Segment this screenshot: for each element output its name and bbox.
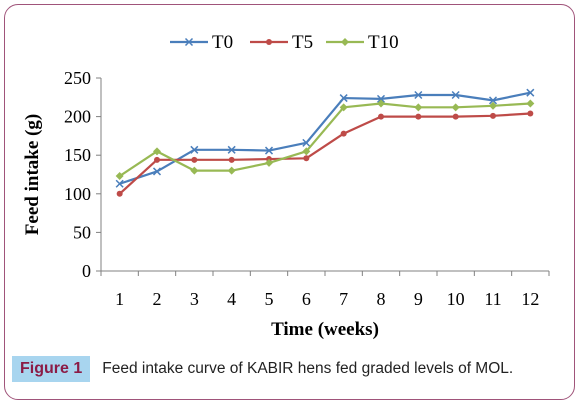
data-point-t5 [378, 113, 384, 120]
data-point-t0 [376, 94, 386, 103]
data-point-t5 [527, 110, 534, 117]
legend-item-t10: T10 [326, 32, 399, 53]
x-tick-label: 4 [227, 289, 236, 309]
legend-marker-t5 [266, 39, 272, 45]
data-point-t10 [227, 166, 236, 175]
legend-label-t0: T0 [212, 32, 233, 53]
data-point-t5 [228, 156, 235, 163]
x-tick-label: 9 [414, 289, 423, 309]
data-point-t0 [264, 146, 274, 155]
data-point-t0 [227, 145, 236, 154]
x-tick-label: 12 [521, 289, 539, 309]
x-tick-label: 3 [190, 289, 199, 309]
x-tick-label: 2 [153, 289, 162, 309]
legend-item-t0: T0 [170, 32, 233, 53]
x-tick-label: 7 [339, 289, 348, 309]
data-point-t5 [116, 190, 123, 197]
legend-item-t5: T5 [250, 32, 313, 53]
y-axis-title: Feed intake (g) [22, 114, 43, 235]
figure-caption: Figure 1 Feed intake curve of KABIR hens… [12, 356, 513, 382]
data-point-t0 [115, 179, 124, 188]
data-point-t0 [190, 145, 199, 154]
data-point-t10 [302, 147, 311, 156]
data-point-t5 [415, 113, 422, 120]
data-point-t5 [490, 112, 496, 119]
data-point-t0 [526, 88, 535, 97]
x-tick-label: 8 [377, 289, 386, 309]
y-tick-label: 250 [64, 68, 91, 88]
data-point-t10 [377, 99, 385, 108]
data-point-t0 [302, 138, 311, 147]
figure-frame [4, 4, 575, 400]
data-point-t0 [451, 90, 460, 100]
data-point-t5 [340, 130, 347, 137]
series-line-t5 [118, 112, 531, 195]
data-point-t5 [452, 113, 459, 120]
figure-label: Figure 1 [12, 356, 91, 382]
data-point-t0 [152, 167, 162, 176]
series-line-t10 [119, 102, 531, 177]
legend-label-t5: T5 [292, 32, 313, 53]
y-tick-label: 0 [82, 261, 91, 281]
y-tick-label: 100 [64, 184, 91, 204]
legend-marker-t10 [341, 38, 349, 46]
data-point-t10 [339, 103, 348, 112]
x-tick-label: 5 [265, 289, 274, 309]
data-point-t0 [339, 94, 348, 103]
data-point-t10 [153, 147, 161, 156]
x-tick-label: 6 [302, 289, 311, 309]
data-point-t10 [190, 166, 199, 175]
legend-marker-t0 [184, 37, 194, 47]
y-tick-label: 150 [64, 145, 91, 165]
data-point-t5 [303, 155, 310, 162]
data-point-t10 [489, 101, 497, 110]
data-point-t10 [115, 172, 124, 181]
x-tick-label: 1 [115, 289, 124, 309]
data-point-t5 [154, 156, 160, 163]
data-point-t10 [526, 99, 535, 108]
y-tick-label: 200 [64, 107, 91, 127]
legend-label-t10: T10 [368, 32, 399, 53]
data-point-t10 [265, 158, 273, 167]
x-tick-label: 10 [447, 289, 465, 309]
y-tick-label: 50 [73, 222, 91, 242]
data-point-t0 [414, 90, 423, 100]
data-point-t5 [191, 156, 198, 163]
data-point-t0 [488, 96, 498, 105]
series-line-t0 [119, 91, 531, 185]
data-point-t10 [414, 103, 423, 112]
figure-caption-text: Feed intake curve of KABIR hens fed grad… [102, 360, 514, 377]
data-point-t10 [451, 103, 460, 112]
x-axis-title: Time (weeks) [271, 319, 379, 340]
x-tick-label: 11 [484, 289, 501, 309]
